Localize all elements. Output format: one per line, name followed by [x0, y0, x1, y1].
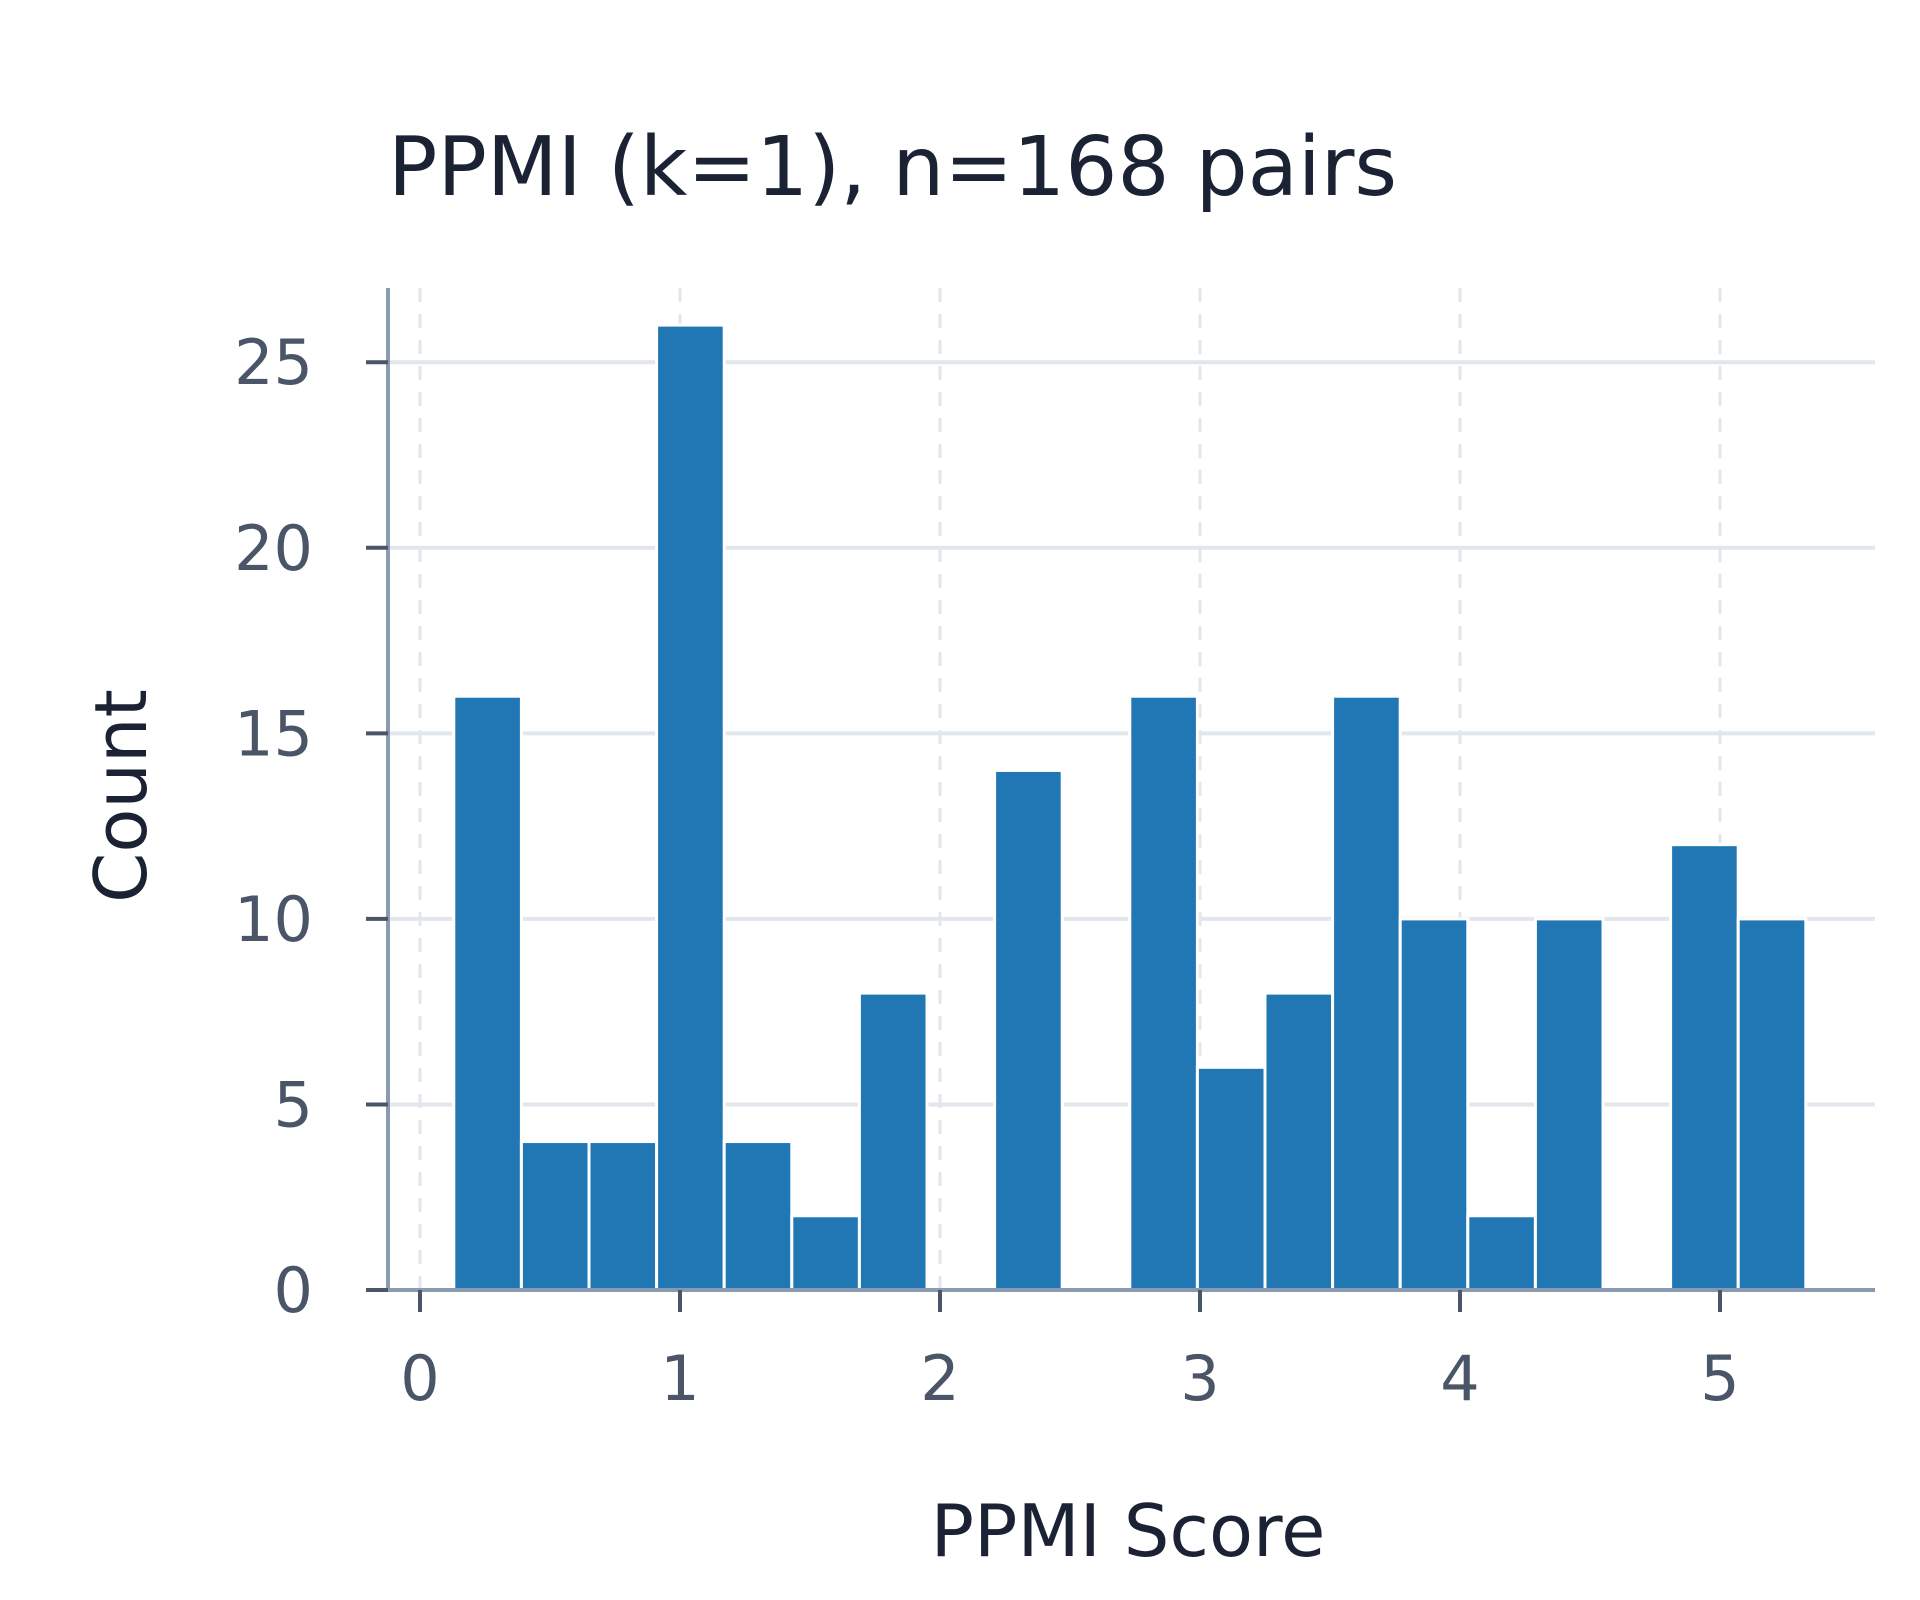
histogram-bar [587, 1140, 659, 1292]
histogram-bar [655, 323, 726, 1292]
histogram-bar [1669, 843, 1740, 1292]
y-tick-label: 5 [274, 1068, 313, 1141]
histogram-bar [993, 768, 1064, 1292]
y-ticks: 0 5 10 15 20 25 [234, 326, 388, 1327]
histogram-bar [1263, 991, 1335, 1292]
histogram-bar [857, 991, 929, 1292]
chart-title: PPMI (k=1), n=168 pairs [388, 120, 1397, 215]
y-tick-label: 10 [234, 883, 313, 956]
histogram-bar [1331, 694, 1402, 1292]
histogram-bar [1466, 1214, 1537, 1292]
histogram-bar [519, 1140, 591, 1292]
histogram-bar [1195, 1065, 1267, 1292]
histogram-bar [1736, 917, 1808, 1292]
histogram-bar [1398, 917, 1470, 1292]
histogram-bar [790, 1214, 861, 1292]
x-tick-label: 5 [1700, 1342, 1739, 1415]
x-tick-label: 0 [400, 1342, 439, 1415]
y-tick-label: 15 [234, 697, 313, 770]
x-tick-label: 3 [1180, 1342, 1219, 1415]
histogram-bar [1533, 917, 1605, 1292]
histogram-bar [452, 694, 523, 1292]
x-axis-label: PPMI Score [931, 1489, 1326, 1573]
x-tick-label: 1 [660, 1342, 699, 1415]
histogram-bar [1128, 694, 1199, 1292]
x-tick-label: 2 [920, 1342, 959, 1415]
x-tick-label: 4 [1440, 1342, 1479, 1415]
histogram-bar [722, 1140, 794, 1292]
x-ticks: 0 1 2 3 4 5 [400, 1290, 1740, 1415]
y-axis-label: Count [79, 689, 163, 903]
histogram-bars [452, 323, 1808, 1292]
y-tick-label: 0 [274, 1254, 313, 1327]
axes [386, 288, 1875, 1292]
y-tick-label: 25 [234, 326, 313, 399]
y-tick-label: 20 [234, 512, 313, 585]
